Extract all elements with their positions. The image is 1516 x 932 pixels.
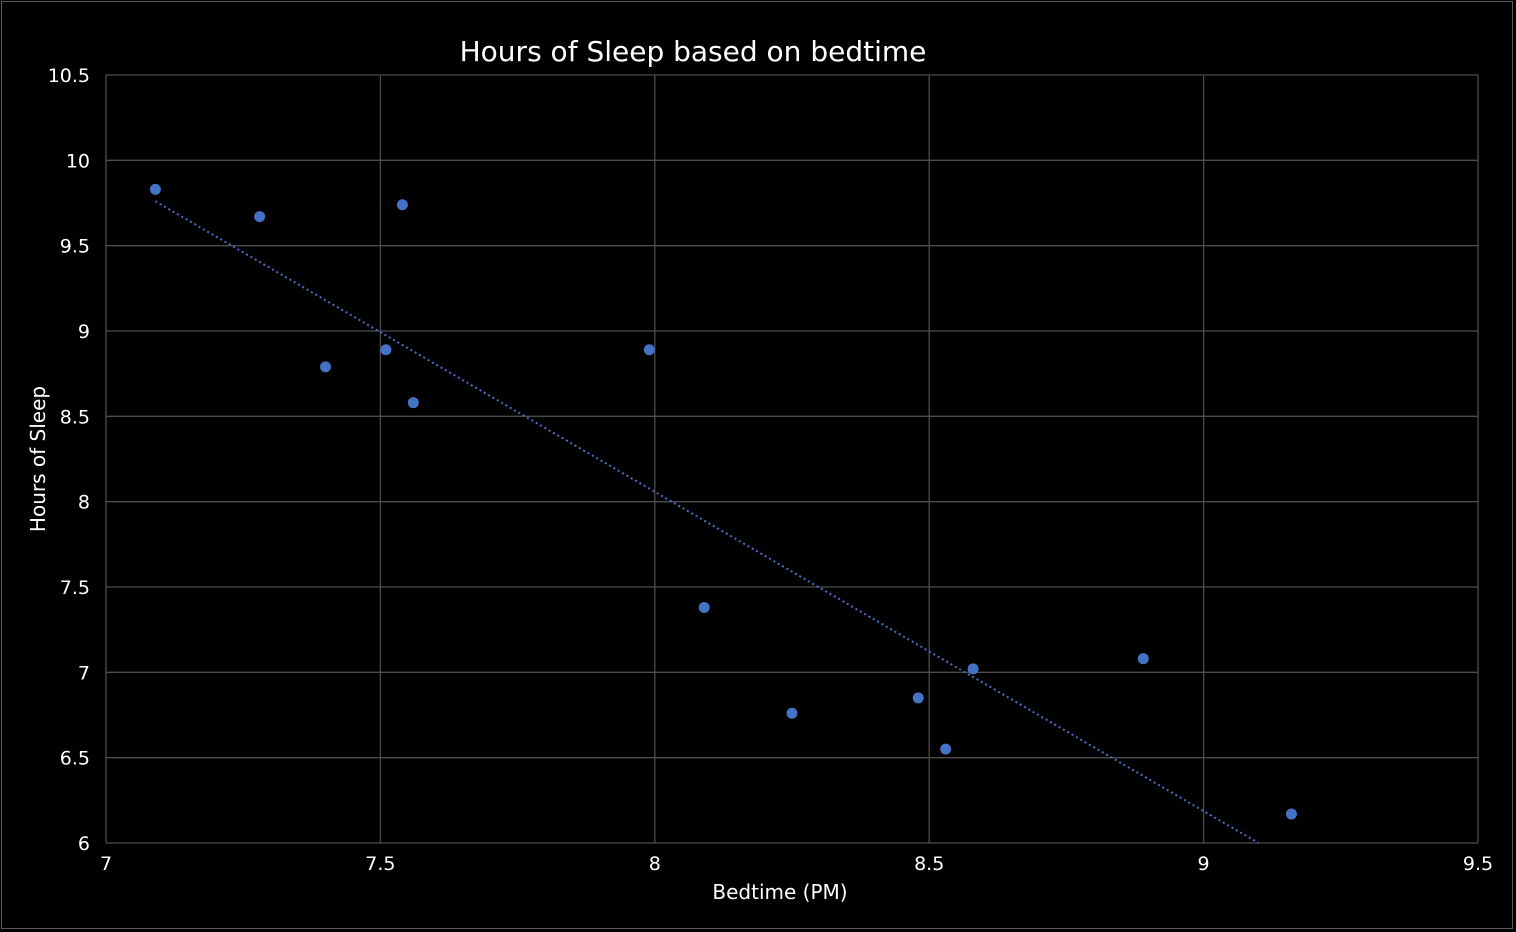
y-tick-label: 6 <box>78 833 90 855</box>
y-axis-ticks: 6 6.5 7 7.5 8 8.5 9 9.5 10 10.5 <box>48 65 90 855</box>
data-point <box>967 663 979 675</box>
data-point <box>149 183 161 195</box>
x-axis-ticks: 7 7.5 8 8.5 9 9.5 <box>100 853 1493 875</box>
y-tick-label: 7.5 <box>60 577 90 599</box>
data-point <box>643 344 655 356</box>
x-tick-label: 7.5 <box>365 853 395 875</box>
x-axis-title: Bedtime (PM) <box>712 880 847 904</box>
data-point <box>254 211 266 223</box>
y-tick-label: 10 <box>66 150 90 172</box>
y-tick-label: 9.5 <box>60 236 90 258</box>
linear-trendline <box>154 200 1259 844</box>
data-points <box>149 183 1297 820</box>
x-tick-label: 7 <box>100 853 112 875</box>
data-point <box>1285 808 1297 820</box>
data-point <box>786 707 798 719</box>
y-tick-label: 6.5 <box>60 748 90 770</box>
y-tick-label: 7 <box>78 662 90 684</box>
data-point <box>698 601 710 613</box>
x-tick-label: 9 <box>1198 853 1210 875</box>
data-point <box>1137 653 1149 665</box>
chart-title: Hours of Sleep based on bedtime <box>460 35 927 68</box>
data-point <box>940 743 952 755</box>
data-point <box>396 199 408 211</box>
x-tick-label: 9.5 <box>1463 853 1493 875</box>
data-point <box>320 361 332 373</box>
x-tick-label: 8 <box>649 853 661 875</box>
gridlines <box>105 74 1479 844</box>
x-tick-label: 8.5 <box>914 853 944 875</box>
y-tick-label: 10.5 <box>48 65 90 87</box>
y-tick-label: 9 <box>78 321 90 343</box>
y-tick-label: 8.5 <box>60 406 90 428</box>
data-point <box>380 344 392 356</box>
trendline-group <box>154 200 1259 844</box>
data-point <box>912 692 924 704</box>
y-axis-title: Hours of Sleep <box>26 386 50 532</box>
data-point <box>407 397 419 409</box>
y-tick-label: 8 <box>78 492 90 514</box>
